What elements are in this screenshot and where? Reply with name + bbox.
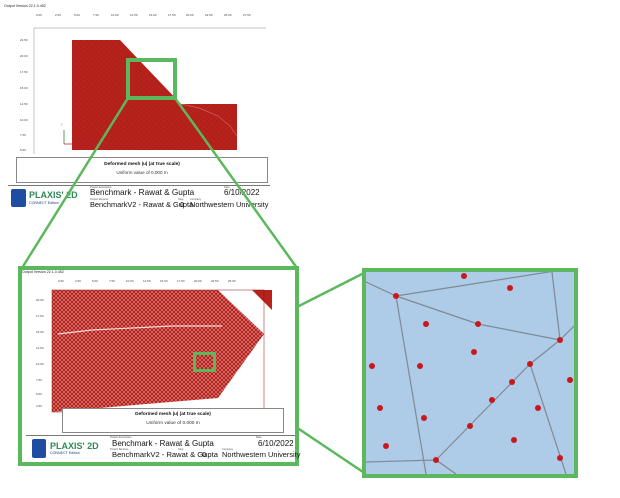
bottom-zoom-highlight bbox=[193, 352, 216, 372]
x-tick: 5.00 bbox=[74, 13, 80, 17]
y-tick: 17.50 bbox=[20, 70, 28, 74]
x-tick: 5.00 bbox=[92, 279, 98, 283]
legend-title: Deformed mesh |u| (at true scale) bbox=[104, 162, 180, 167]
x-tick: 12.50 bbox=[143, 279, 151, 283]
x-tick: 27.50 bbox=[243, 13, 251, 17]
y-tick: 12.50 bbox=[20, 102, 28, 106]
x-tick: 0.00 bbox=[58, 279, 64, 283]
project-filename-label: Project filename bbox=[110, 448, 129, 451]
x-tick: 17.50 bbox=[168, 13, 176, 17]
y-tick: 20.00 bbox=[20, 54, 28, 58]
brand-name: PLAXIS' 2D bbox=[50, 441, 99, 451]
project-description-label: Project description bbox=[90, 186, 112, 189]
axis-y-label: y bbox=[61, 122, 63, 126]
y-tick: 7.50 bbox=[20, 133, 26, 137]
edition-label: CONNECT Edition bbox=[50, 451, 80, 455]
legend-title: Deformed mesh |u| (at true scale) bbox=[135, 412, 211, 417]
bottom-output-window: Output Version 22.1.0.452 0.00 2.50 5.00… bbox=[22, 270, 300, 462]
x-tick: 25.00 bbox=[224, 13, 232, 17]
date-label: Date bbox=[224, 186, 230, 189]
step-value: 0 bbox=[180, 200, 185, 209]
y-tick: 2.50 bbox=[36, 404, 42, 408]
x-tick: 20.00 bbox=[194, 279, 202, 283]
x-tick: 7.50 bbox=[93, 13, 99, 17]
project-description-label: Project description bbox=[110, 436, 132, 439]
bottom-title-block: PLAXIS' 2D CONNECT Edition Project descr… bbox=[26, 435, 300, 461]
x-tick: 17.50 bbox=[177, 279, 185, 283]
detail-mesh-nodes bbox=[366, 272, 574, 474]
bottom-zoomed-mesh bbox=[51, 289, 272, 413]
x-tick: 12.50 bbox=[130, 13, 138, 17]
bottom-legend-box: Deformed mesh |u| (at true scale) Unifor… bbox=[62, 408, 284, 433]
y-tick: 22.50 bbox=[20, 38, 28, 42]
detail-zoom-frame bbox=[362, 268, 578, 478]
x-tick: 22.50 bbox=[211, 279, 219, 283]
x-tick: 7.50 bbox=[109, 279, 115, 283]
company-name: Northwestern University bbox=[222, 450, 301, 459]
top-title-block: PLAXIS' 2D CONNECT Edition Project descr… bbox=[8, 185, 270, 210]
legend-value: Uniform value of 0.000 m bbox=[116, 170, 168, 175]
x-tick: 22.50 bbox=[205, 13, 213, 17]
company-label: Company bbox=[222, 448, 234, 451]
y-tick: 5.00 bbox=[36, 392, 42, 396]
y-tick: 20.00 bbox=[36, 298, 44, 302]
top-version-text: Output Version 22.1.0.452 bbox=[4, 4, 46, 8]
x-tick: 15.00 bbox=[149, 13, 157, 17]
y-tick: 7.50 bbox=[36, 378, 42, 382]
top-zoom-highlight bbox=[126, 58, 177, 100]
axis-x-label: x bbox=[86, 142, 88, 146]
date-label: Date bbox=[256, 436, 262, 439]
x-tick: 15.00 bbox=[160, 279, 168, 283]
y-tick: 10.00 bbox=[20, 118, 28, 122]
x-tick: 20.00 bbox=[186, 13, 194, 17]
x-tick: 10.00 bbox=[126, 279, 134, 283]
project-filename: BenchmarkV2 - Rawat & Gupta bbox=[90, 200, 194, 209]
company-label: Company bbox=[190, 198, 202, 201]
company-name: Northwestern University bbox=[190, 200, 269, 209]
project-filename-label: Project filename bbox=[90, 198, 109, 201]
x-tick: 2.50 bbox=[55, 13, 61, 17]
y-tick: 15.00 bbox=[36, 330, 44, 334]
step-label: Step bbox=[178, 198, 184, 201]
project-description: Benchmark - Rawat & Gupta bbox=[112, 439, 214, 448]
date-value: 6/10/2022 bbox=[258, 439, 294, 448]
y-tick: 17.50 bbox=[36, 314, 44, 318]
x-tick: 2.50 bbox=[75, 279, 81, 283]
y-tick: 5.00 bbox=[20, 148, 26, 152]
edition-label: CONNECT Edition bbox=[29, 201, 59, 205]
y-tick: 15.00 bbox=[20, 86, 28, 90]
y-tick: 12.50 bbox=[36, 346, 44, 350]
legend-value: Uniform value of 0.000 m bbox=[146, 421, 200, 426]
x-tick: 25.00 bbox=[228, 279, 236, 283]
project-filename: BenchmarkV2 - Rawat & Gupta bbox=[112, 450, 218, 459]
plaxis-logo-icon bbox=[32, 439, 46, 458]
x-tick: 10.00 bbox=[111, 13, 119, 17]
project-description: Benchmark - Rawat & Gupta bbox=[90, 188, 195, 197]
brand-name: PLAXIS' 2D bbox=[29, 190, 78, 200]
x-tick: 0.00 bbox=[36, 13, 42, 17]
step-label: Step bbox=[178, 448, 184, 451]
step-value: 0 bbox=[202, 450, 207, 459]
bottom-version-text: Output Version 22.1.0.452 bbox=[22, 270, 64, 274]
plaxis-logo-icon bbox=[11, 189, 26, 207]
y-tick: 10.00 bbox=[36, 362, 44, 366]
